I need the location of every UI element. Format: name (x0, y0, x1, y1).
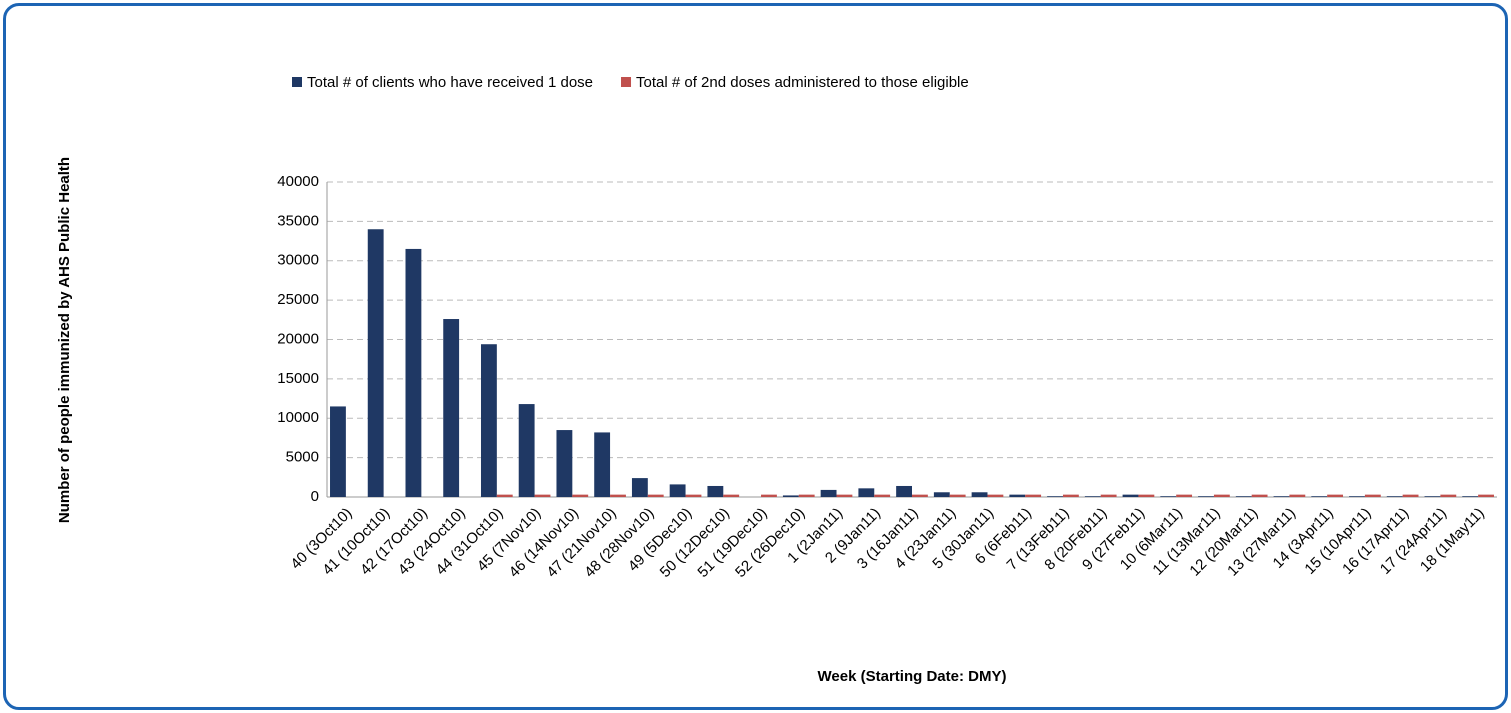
legend-swatch (621, 77, 632, 87)
bar (1386, 496, 1403, 497)
bar (971, 492, 988, 497)
bar (1349, 496, 1365, 497)
bar (534, 494, 551, 497)
bar (647, 494, 664, 497)
bar (1235, 496, 1252, 497)
y-tick-label: 30000 (277, 252, 319, 269)
bar (949, 494, 966, 497)
frame (3, 3, 1508, 710)
bar (1440, 494, 1457, 497)
bar (912, 494, 928, 497)
bar (896, 485, 912, 497)
bar (1009, 494, 1026, 497)
bar (631, 478, 648, 497)
bar (330, 406, 346, 497)
y-tick-label: 0 (311, 488, 319, 505)
bar (820, 489, 837, 497)
bar (367, 229, 384, 497)
bar (669, 484, 686, 497)
bar (1273, 496, 1290, 497)
bar (1176, 494, 1193, 497)
x-axis-title: Week (Starting Date: DMY) (818, 668, 1007, 685)
bar (1424, 496, 1441, 497)
y-tick-label: 15000 (277, 370, 319, 387)
bar (761, 494, 777, 497)
bar (1062, 494, 1079, 497)
bar (594, 432, 611, 497)
bar (480, 344, 497, 497)
bar (836, 494, 853, 497)
bar (1160, 496, 1177, 497)
y-tick-label: 5000 (286, 449, 319, 466)
bar (1047, 496, 1063, 497)
bar (723, 494, 740, 497)
bar (782, 495, 799, 497)
bar (987, 494, 1004, 497)
y-tick-label: 10000 (277, 409, 319, 426)
bar (798, 494, 815, 497)
y-tick-label: 40000 (277, 173, 319, 190)
legend-swatch (292, 77, 302, 87)
bar (1289, 494, 1306, 497)
bar (1198, 496, 1214, 497)
bar (1138, 494, 1155, 497)
bar (496, 494, 513, 497)
bar (1311, 496, 1328, 497)
bar (1213, 494, 1230, 497)
y-tick-label: 25000 (277, 291, 319, 308)
bar (1462, 496, 1479, 497)
bar (443, 319, 460, 497)
bar (405, 248, 422, 497)
bar (685, 494, 702, 497)
bar (858, 488, 875, 497)
y-tick-label: 20000 (277, 330, 319, 347)
bar (1364, 494, 1381, 497)
bar (1327, 494, 1344, 497)
bar (1402, 494, 1419, 497)
bar (933, 492, 950, 497)
legend-label: Total # of clients who have received 1 d… (307, 74, 593, 91)
bar (1478, 494, 1494, 497)
bar (1100, 494, 1117, 497)
bar (1122, 494, 1139, 497)
bar (610, 494, 626, 497)
bar (1025, 494, 1042, 497)
bar (556, 430, 573, 497)
y-tick-label: 35000 (277, 212, 319, 229)
bar (874, 494, 891, 497)
bar (518, 404, 535, 497)
bar (572, 494, 589, 497)
bar (707, 485, 724, 497)
bar (1084, 496, 1101, 497)
legend-label: Total # of 2nd doses administered to tho… (636, 74, 969, 91)
bar (1251, 494, 1268, 497)
